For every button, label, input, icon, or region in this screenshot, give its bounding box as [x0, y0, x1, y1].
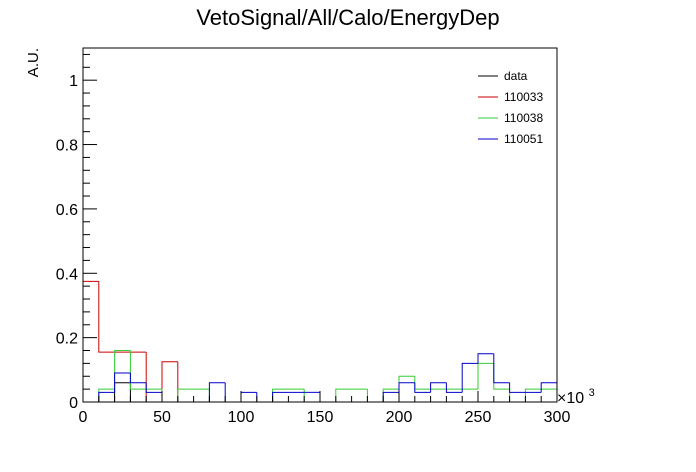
x-tick-label: 50 — [153, 409, 171, 426]
histogram-bin — [161, 361, 178, 402]
histogram-bin — [303, 389, 320, 403]
histogram-bin — [208, 389, 226, 403]
plot-frame — [82, 47, 558, 403]
histogram-bin — [177, 388, 194, 402]
histogram-bin — [540, 382, 557, 393]
x-tick-label: 250 — [465, 409, 492, 426]
y-tick-label: 0.4 — [56, 266, 78, 283]
histogram-bin — [114, 382, 131, 402]
legend-entry: 110033 — [478, 90, 543, 104]
histogram-bin — [382, 388, 399, 402]
y-tick-label: 0.6 — [56, 202, 78, 219]
plot-area — [82, 280, 558, 403]
legend-entry: 110038 — [478, 111, 543, 125]
histogram-bin — [430, 382, 447, 393]
y-axis-label: A.U. — [25, 48, 42, 77]
y-tick-label: 0.8 — [56, 138, 78, 155]
histogram-bin — [208, 382, 226, 402]
x-multiplier-base: ×10 — [557, 390, 584, 407]
histogram-bin — [240, 391, 257, 402]
histogram-bin — [414, 382, 431, 393]
x-tick-label: 200 — [386, 409, 413, 426]
histogram-bin — [509, 389, 526, 403]
histogram-bin — [177, 361, 194, 403]
histogram-bin — [114, 350, 131, 390]
histogram-bin — [224, 382, 241, 403]
series-110033 — [82, 280, 557, 403]
histogram-bin — [366, 389, 384, 403]
x-tick-label: 0 — [79, 409, 88, 426]
histogram-bin — [145, 382, 162, 393]
histogram-bin — [445, 382, 463, 393]
histogram-bin — [114, 372, 131, 393]
histogram-bin — [524, 388, 542, 402]
histogram-bin — [272, 388, 289, 402]
legend-entry: data — [478, 69, 528, 83]
legend-label: 110051 — [504, 132, 543, 146]
histogram-bin — [477, 362, 494, 390]
legend: data 110033 110038 110051 — [478, 69, 543, 146]
histogram-bin — [493, 353, 510, 384]
legend-entry: 110051 — [478, 132, 543, 146]
histogram-bin — [319, 392, 336, 403]
legend-label: 110033 — [504, 90, 543, 104]
x-tick-label: 100 — [228, 409, 255, 426]
histogram-bin — [335, 388, 352, 402]
legend-label: data — [504, 69, 528, 83]
x-multiplier-exponent: 3 — [589, 387, 595, 399]
x-tick-label: 300 — [544, 409, 571, 426]
chart-title: VetoSignal/All/Calo/EnergyDep — [196, 5, 499, 30]
histogram-bin — [272, 391, 289, 402]
x-axis-multiplier: ×10 3 — [557, 387, 595, 407]
x-tick-label: 150 — [307, 409, 334, 426]
y-tick-label: 1 — [69, 73, 78, 90]
histogram-bin — [161, 389, 178, 403]
legend-label: 110038 — [504, 111, 543, 125]
histogram-bin — [382, 391, 399, 402]
y-tick-label: 0 — [69, 395, 78, 412]
histogram-bin — [129, 350, 147, 390]
axes: 0 50 100 150 200 250 300 0 0.2 0.4 0.6 0.8 1 — [56, 47, 571, 426]
histogram-bin — [414, 376, 431, 390]
y-tick-label: 0.2 — [56, 331, 78, 348]
histogram-bin — [256, 392, 273, 403]
histogram-bin — [477, 353, 494, 364]
histogram-bin — [493, 363, 510, 390]
histogram-bin — [129, 382, 147, 403]
histogram-bin — [98, 388, 115, 402]
histogram-bin — [98, 391, 115, 402]
histogram-bin — [145, 352, 162, 403]
histogram-bin — [398, 382, 415, 393]
svg-text:×10 3: ×10 3 — [557, 387, 595, 407]
histogram-bin — [461, 362, 478, 393]
histogram-bin — [129, 373, 147, 384]
histogram-bin — [509, 382, 526, 393]
histogram-bin — [161, 392, 178, 403]
histogram-bin — [98, 281, 115, 353]
